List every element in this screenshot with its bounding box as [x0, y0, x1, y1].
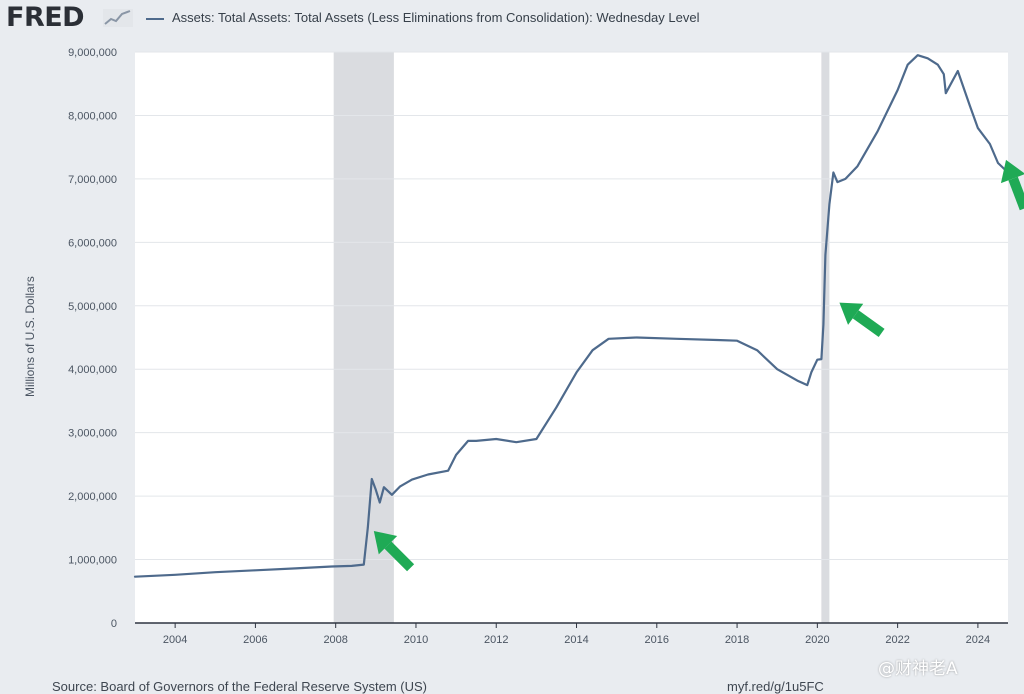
arrow-head — [373, 531, 398, 555]
plot-area — [135, 52, 1008, 623]
arrow-shaft — [384, 541, 415, 572]
y-tick-label: 8,000,000 — [68, 110, 117, 122]
x-tick-label: 2016 — [645, 634, 669, 646]
watermark: @财神老A — [878, 659, 958, 679]
y-tick-label: 9,000,000 — [68, 47, 117, 59]
x-tick-label: 2022 — [885, 634, 909, 646]
y-tick-label: 6,000,000 — [68, 237, 117, 249]
recession-band — [333, 52, 394, 623]
x-tick-label: 2014 — [564, 634, 588, 646]
arrow-head — [1000, 159, 1024, 184]
y-tick-label: 4,000,000 — [68, 364, 117, 376]
y-tick-label: 0 — [111, 618, 117, 630]
x-tick-label: 2010 — [404, 634, 428, 646]
y-tick-label: 5,000,000 — [68, 301, 117, 313]
series-title: Assets: Total Assets: Total Assets (Less… — [172, 10, 700, 25]
fred-logo-graph-icon — [103, 9, 133, 27]
x-tick-label: 2018 — [725, 634, 749, 646]
series-line — [133, 54, 1010, 578]
y-tick-label: 7,000,000 — [68, 174, 117, 186]
x-tick-label: 2006 — [243, 634, 267, 646]
x-tick-label: 2024 — [966, 634, 990, 646]
short-link[interactable]: myf.red/g/1u5FC — [727, 679, 824, 694]
arrow-head — [839, 302, 864, 325]
green-arrow — [839, 302, 885, 338]
recession-band — [821, 52, 830, 623]
x-tick-label: 2020 — [805, 634, 829, 646]
source-note: Source: Board of Governors of the Federa… — [52, 679, 427, 694]
arrow-shaft — [852, 310, 885, 338]
legend-line-swatch — [146, 18, 164, 20]
y-tick-label: 2,000,000 — [68, 491, 117, 503]
y-tick-label: 1,000,000 — [68, 555, 117, 567]
x-tick-label: 2008 — [323, 634, 347, 646]
green-arrow — [373, 531, 415, 572]
x-tick-label: 2004 — [163, 634, 187, 646]
y-tick-label: 3,000,000 — [68, 428, 117, 440]
fred-logo[interactable]: FRED — [6, 2, 85, 33]
x-tick-label: 2012 — [484, 634, 508, 646]
arrow-shaft — [1008, 176, 1024, 211]
green-arrow — [1000, 159, 1024, 211]
